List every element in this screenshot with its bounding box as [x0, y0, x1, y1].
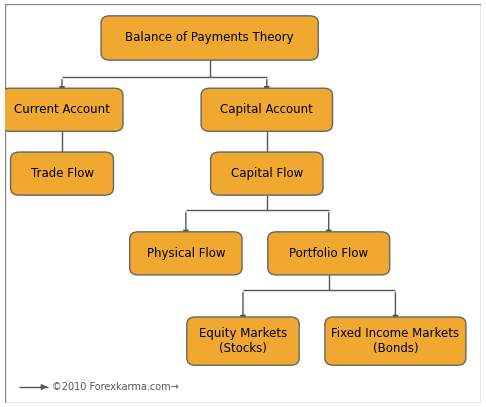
Text: Equity Markets
(Stocks): Equity Markets (Stocks): [199, 327, 287, 355]
Text: Capital Flow: Capital Flow: [231, 167, 303, 180]
FancyBboxPatch shape: [101, 16, 318, 60]
FancyBboxPatch shape: [130, 232, 242, 275]
FancyBboxPatch shape: [187, 317, 299, 365]
FancyBboxPatch shape: [325, 317, 466, 365]
FancyBboxPatch shape: [1, 88, 123, 131]
Text: Current Account: Current Account: [14, 103, 110, 116]
FancyBboxPatch shape: [201, 88, 332, 131]
Text: Trade Flow: Trade Flow: [31, 167, 93, 180]
Text: ©2010 Forexkarma.com→: ©2010 Forexkarma.com→: [52, 382, 179, 392]
FancyBboxPatch shape: [11, 152, 113, 195]
FancyBboxPatch shape: [210, 152, 323, 195]
Text: Portfolio Flow: Portfolio Flow: [289, 247, 368, 260]
Text: Capital Account: Capital Account: [220, 103, 313, 116]
FancyBboxPatch shape: [268, 232, 390, 275]
Text: Physical Flow: Physical Flow: [147, 247, 225, 260]
Text: Balance of Payments Theory: Balance of Payments Theory: [125, 31, 294, 44]
Text: Fixed Income Markets
(Bonds): Fixed Income Markets (Bonds): [331, 327, 459, 355]
